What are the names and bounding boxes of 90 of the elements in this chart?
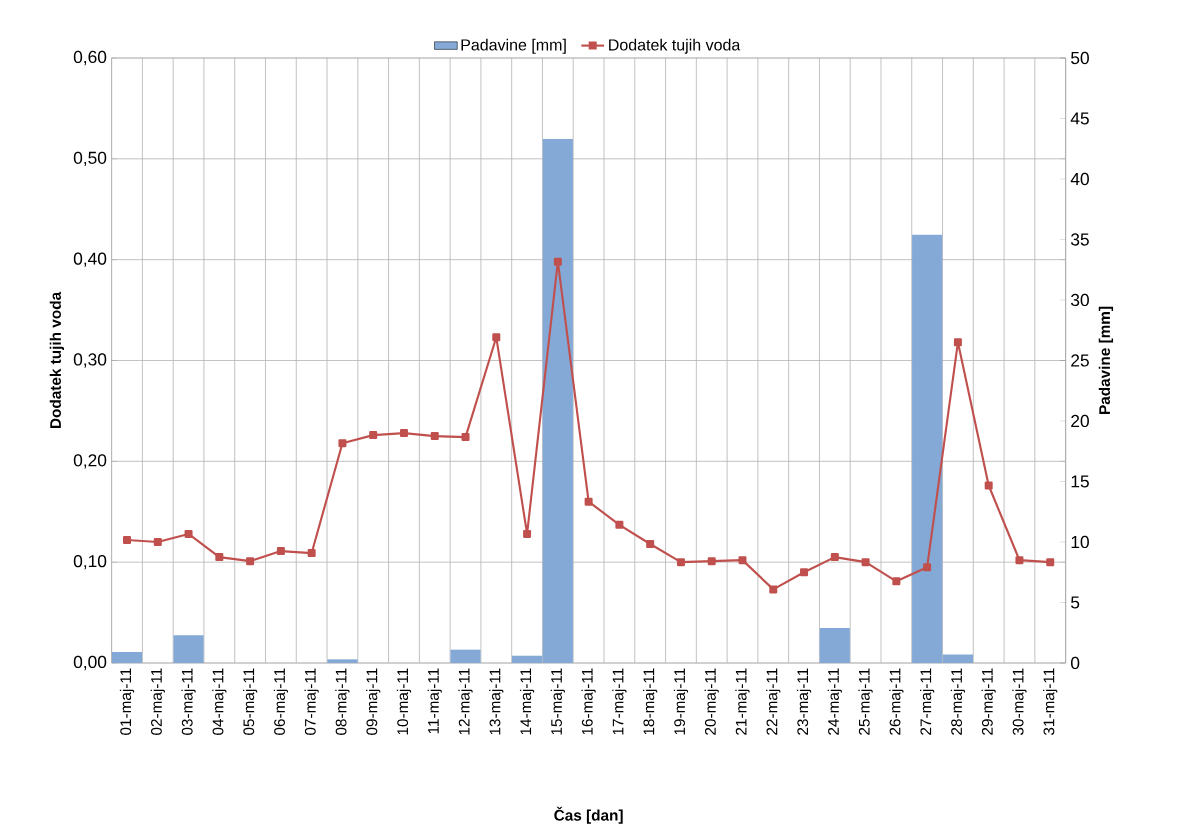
x-tick-label: 09-maj-11: [366, 668, 381, 735]
point: [307, 549, 316, 558]
y-tick-label: 0,10: [73, 554, 107, 570]
x-tick-label: 02-maj-11: [150, 668, 165, 735]
x-tick-label: 07-maj-11: [304, 668, 319, 735]
bar: [173, 635, 204, 663]
point: [738, 556, 747, 565]
x-tick-label: 27-maj-11: [919, 668, 935, 735]
x-tick-label: 23-maj-11: [796, 668, 812, 735]
x-tick-label: 30-maj-11: [1012, 668, 1027, 735]
point: [123, 535, 132, 544]
point: [615, 520, 624, 529]
x-tick-label: 31-maj-11: [1043, 668, 1058, 735]
y-tick-label: 0,40: [73, 252, 107, 267]
point: [769, 585, 778, 594]
legend-label: Padavine [mm]: [461, 38, 566, 54]
x-tick-label: 16-maj-11: [581, 668, 596, 735]
point: [461, 433, 470, 442]
x-tick-label: 06-maj-11: [273, 668, 289, 735]
x-tick-label: 11-maj-11: [427, 668, 442, 734]
point: [153, 537, 162, 546]
y-tick-label: 0,20: [73, 454, 107, 469]
y2-tick-label: 35: [1071, 233, 1089, 246]
x-tick-label: 24-maj-11: [827, 668, 842, 735]
point: [892, 577, 901, 586]
x-tick-label: 17-maj-11: [612, 668, 627, 735]
y2-tick-label: 40: [1070, 172, 1089, 186]
point: [707, 557, 716, 566]
point: [984, 481, 993, 490]
x-tick-label: 20-maj-11: [704, 668, 719, 735]
y2-tick-label: 10: [1071, 535, 1089, 549]
x-tick-label: 15-maj-11: [550, 668, 565, 735]
point: [369, 431, 378, 440]
x-tick-label: 13-maj-11: [489, 668, 504, 735]
point: [399, 429, 408, 438]
point: [246, 557, 255, 566]
x-tick-label: 05-maj-11: [242, 668, 258, 735]
y-axis-title: Dodatek tujih voda: [49, 291, 65, 429]
x-tick-label: 26-maj-11: [889, 668, 904, 735]
point: [800, 568, 809, 577]
y-tick-label: 0,50: [73, 151, 107, 166]
bar: [819, 627, 850, 663]
x-tick-label: 21-maj-11: [735, 668, 750, 735]
y2-tick-label: 0: [1071, 656, 1080, 670]
legend-label: Dodatek tujih voda: [609, 38, 741, 54]
x-tick-label: 03-maj-11: [181, 668, 196, 735]
x-tick-label: 12-maj-11: [458, 668, 473, 735]
bar: [450, 649, 481, 663]
y2-tick-label: 15: [1071, 475, 1089, 488]
point: [861, 558, 870, 567]
point: [184, 529, 193, 538]
point: [676, 558, 685, 567]
x-axis-title: Čas [dan]: [554, 806, 623, 824]
bar: [327, 659, 358, 663]
x-tick-label: 08-maj-11: [335, 668, 350, 735]
y2-tick-label: 5: [1071, 596, 1080, 609]
y2-tick-label: 45: [1070, 112, 1089, 125]
point: [1046, 558, 1055, 567]
point: [646, 540, 655, 549]
x-tick-label: 29-maj-11: [981, 668, 996, 735]
point: [1015, 556, 1024, 565]
y-tick-label: 0,30: [73, 353, 107, 368]
y2-tick-label: 50: [1071, 51, 1089, 65]
x-tick-label: 14-maj-11: [519, 668, 535, 735]
point: [553, 257, 562, 266]
point: [923, 563, 932, 572]
x-tick-label: 19-maj-11: [673, 668, 689, 735]
y2-tick-label: 25: [1071, 354, 1089, 367]
x-tick-label: 01-maj-11: [119, 668, 135, 735]
y2-tick-label: 20: [1071, 414, 1089, 428]
point: [584, 497, 593, 506]
point: [338, 439, 347, 448]
y2-tick-label: 30: [1071, 293, 1089, 307]
point: [523, 529, 532, 538]
y-tick-label: 0,00: [73, 655, 107, 671]
x-tick-label: 22-maj-11: [766, 668, 781, 735]
point: [430, 432, 439, 441]
bar: [111, 652, 143, 663]
point: [215, 553, 224, 562]
y-tick-label: 0,60: [73, 50, 107, 66]
x-tick-label: 18-maj-11: [643, 668, 658, 735]
x-tick-label: 28-maj-11: [950, 668, 966, 735]
y2-axis-title: Padavine [mm]: [1098, 306, 1114, 414]
point: [830, 553, 839, 562]
point: [276, 547, 285, 556]
point: [492, 333, 501, 342]
x-tick-label: 25-maj-11: [858, 668, 873, 735]
x-tick-label: 04-maj-11: [212, 668, 227, 735]
x-tick-label: 10-maj-11: [396, 668, 412, 735]
point: [953, 338, 962, 347]
